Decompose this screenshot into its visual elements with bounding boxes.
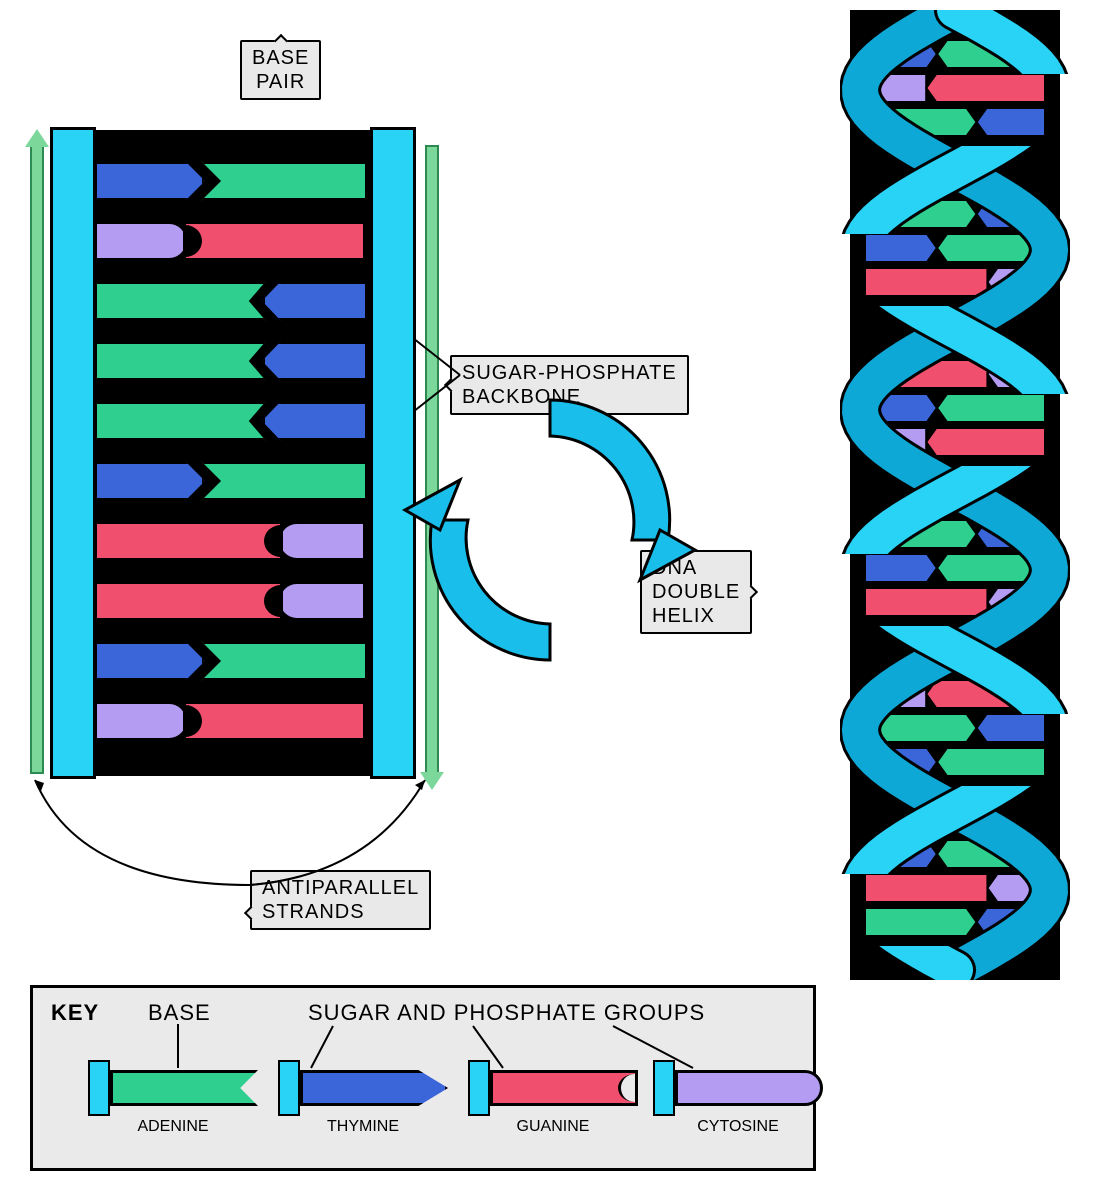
base-adenine bbox=[201, 461, 368, 501]
ladder-rung bbox=[94, 581, 372, 621]
ladder-rung bbox=[94, 701, 372, 741]
key-adenine: ADENINE bbox=[88, 1066, 258, 1136]
key-adenine-label: ADENINE bbox=[88, 1118, 258, 1136]
ladder-rung bbox=[94, 401, 372, 441]
dna-helix bbox=[840, 10, 1070, 980]
antiparallel-leader-2 bbox=[250, 775, 450, 905]
base-adenine bbox=[94, 341, 266, 381]
key-guanine-label: GUANINE bbox=[468, 1118, 638, 1136]
base-cytosine bbox=[277, 581, 366, 621]
label-base-pair: BASE PAIR bbox=[240, 40, 321, 100]
base-cytosine bbox=[94, 701, 189, 741]
arrow-left-strand bbox=[30, 145, 44, 774]
key-thymine: THYMINE bbox=[278, 1066, 448, 1136]
base-adenine bbox=[94, 401, 266, 441]
key-guanine: GUANINE bbox=[468, 1066, 638, 1136]
base-adenine bbox=[94, 281, 266, 321]
ladder-rung bbox=[94, 281, 372, 321]
base-adenine bbox=[201, 161, 368, 201]
ladder-rung bbox=[94, 641, 372, 681]
base-thymine bbox=[262, 281, 368, 321]
key-thymine-label: THYMINE bbox=[278, 1118, 448, 1136]
base-cytosine bbox=[94, 221, 189, 261]
base-thymine bbox=[94, 641, 205, 681]
dna-ladder bbox=[55, 130, 411, 776]
base-guanine bbox=[94, 581, 283, 621]
base-adenine bbox=[201, 641, 368, 681]
key-box: KEY BASE SUGAR AND PHOSPHATE GROUPS ADEN… bbox=[30, 985, 816, 1171]
ladder-rung bbox=[94, 161, 372, 201]
base-thymine bbox=[94, 161, 205, 201]
ladder-rung bbox=[94, 521, 372, 561]
base-thymine bbox=[94, 461, 205, 501]
base-thymine bbox=[262, 401, 368, 441]
backbone-left bbox=[50, 127, 96, 779]
ladder-rung bbox=[94, 221, 372, 261]
ladder-rung bbox=[94, 341, 372, 381]
twist-arrows bbox=[400, 380, 700, 680]
key-cytosine: CYTOSINE bbox=[653, 1066, 823, 1136]
base-guanine bbox=[94, 521, 283, 561]
key-cytosine-label: CYTOSINE bbox=[653, 1118, 823, 1136]
base-thymine bbox=[262, 341, 368, 381]
base-cytosine bbox=[277, 521, 366, 561]
base-guanine bbox=[183, 701, 366, 741]
ladder-rung bbox=[94, 461, 372, 501]
base-guanine bbox=[183, 221, 366, 261]
